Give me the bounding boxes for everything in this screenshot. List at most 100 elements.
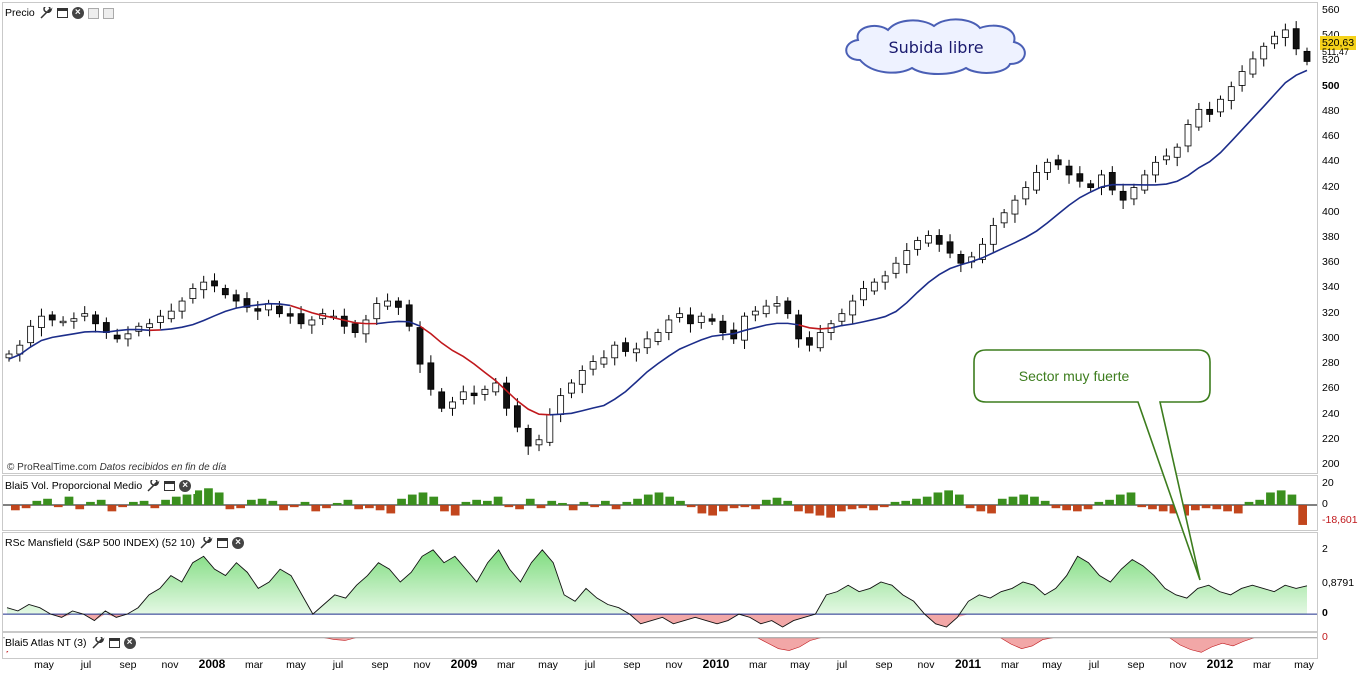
candle-body [254,308,262,312]
wrench-icon[interactable] [39,7,53,19]
atlas-y-axis: 0 [1318,631,1362,657]
candle-body [838,313,846,322]
volume-bar [139,500,149,506]
candle-body [870,281,878,292]
candle-body [286,313,294,317]
candle-body [362,319,370,335]
volume-bar [43,498,52,506]
x-tick-label: mar [748,659,768,671]
wrench-icon[interactable] [199,537,213,549]
volume-bar [129,501,138,506]
volume-bar [11,505,20,511]
export-icon[interactable] [102,7,114,19]
volume-bar [75,505,85,510]
ma-value-tag: 511,47 [1322,47,1349,57]
volume-chart [3,488,1317,525]
volume-bar [815,505,825,516]
volume-bar [32,500,42,506]
volume-bar [204,488,213,506]
moving-average-line [549,322,799,416]
volume-bar [343,499,353,506]
volume-bar [1276,490,1286,506]
copy-icon[interactable] [87,7,99,19]
candle-body [881,275,889,283]
volume-bar [708,505,717,516]
volume-tick: 0 [1322,498,1328,511]
candle-body [459,391,467,400]
volume-bar [289,505,299,508]
volume-bar [890,501,900,506]
volume-bar [686,505,696,508]
volume-bar [976,505,986,512]
moving-average-line [798,324,832,330]
window-icon[interactable] [108,638,120,648]
volume-bar [386,505,396,514]
wrench-icon[interactable] [146,480,160,492]
candle-body [741,315,748,341]
rsc-tick: 2 [1322,542,1328,555]
volume-bar [450,505,460,516]
price-panel-title: Precio [5,7,35,19]
volume-bar [1191,505,1200,511]
atlas-area [6,637,1307,654]
candle-body [849,300,857,316]
candle-body [589,361,597,370]
volume-bar [1169,505,1179,514]
volume-bar [86,501,95,506]
volume-bar [997,498,1007,506]
price-tick: 480 [1322,104,1340,117]
atlas-panel-title: Blai5 Atlas NT (3) [5,637,87,649]
candle-body [81,313,89,317]
price-tick: 520 [1322,54,1340,67]
candle-body [189,288,197,299]
volume-bar [826,505,835,518]
candle-body [124,333,132,340]
candle-body [297,313,305,325]
volume-bar [354,505,363,510]
close-icon[interactable]: × [232,537,245,549]
credit-site[interactable]: © ProRealTime.com [7,462,97,473]
rsc-positive-area [7,549,1307,615]
volume-bar [365,505,374,509]
candle-body [503,382,510,409]
rsc-chart [3,549,1317,628]
x-tick-label: may [1042,659,1062,671]
price-tick: 500 [1322,79,1340,92]
candle-body [1184,124,1192,147]
price-tick: 440 [1322,155,1340,168]
candle-body [762,305,770,315]
volume-bar [697,505,707,514]
x-tick-label: mar [496,659,516,671]
candle-body [578,370,586,385]
candle-body [535,439,543,446]
close-icon[interactable]: × [179,480,192,492]
candle-body [38,315,45,328]
volume-bar [579,501,589,506]
price-tick: 280 [1322,357,1340,370]
candle-body [1281,29,1289,38]
candle-body [676,313,684,318]
close-icon[interactable]: × [71,7,84,19]
volume-bar [171,496,181,506]
price-tick: 420 [1322,180,1340,193]
wrench-icon[interactable] [91,637,105,649]
volume-bar [1094,501,1104,506]
price-tick: 340 [1322,281,1340,294]
candle-body [427,362,435,390]
window-icon[interactable] [217,538,229,548]
volume-bar [837,505,846,512]
price-y-axis: 200 220 240 260 280 300 320 340 360 380 400 420 440 4… [1318,2,1362,472]
volume-panel: Blai5 Vol. Proporcional Medio × [2,475,1318,531]
volume-bar [740,505,750,508]
window-icon[interactable] [164,481,176,491]
candle-body [373,303,381,320]
volume-bar [933,492,943,506]
volume-bar [1083,505,1093,510]
candle-body [178,300,186,312]
volume-bar [665,496,675,506]
window-icon[interactable] [56,8,68,18]
candle-body [1195,108,1203,128]
volume-bar [407,494,417,506]
candle-body [806,337,813,346]
close-icon[interactable]: × [123,637,136,649]
